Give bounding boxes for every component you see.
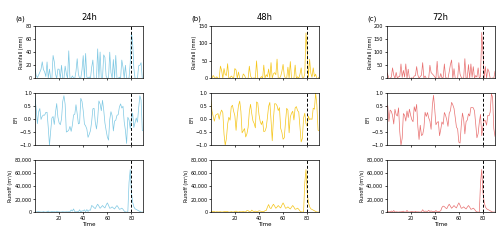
- X-axis label: Time: Time: [258, 222, 272, 227]
- X-axis label: Time: Time: [82, 222, 96, 227]
- X-axis label: Time: Time: [434, 222, 448, 227]
- Text: 48h: 48h: [257, 13, 273, 22]
- Y-axis label: EFI: EFI: [14, 115, 18, 123]
- Y-axis label: Runoff (m³/s): Runoff (m³/s): [8, 170, 14, 202]
- Y-axis label: Rainfall (mm): Rainfall (mm): [192, 36, 197, 69]
- Y-axis label: Runoff (m³/s): Runoff (m³/s): [184, 170, 189, 202]
- Y-axis label: Rainfall (mm): Rainfall (mm): [19, 36, 24, 69]
- Y-axis label: Rainfall (mm): Rainfall (mm): [368, 36, 372, 69]
- Text: (c): (c): [367, 15, 376, 22]
- Y-axis label: Runoff (m³/s): Runoff (m³/s): [360, 170, 365, 202]
- Text: (b): (b): [191, 15, 201, 22]
- Text: 24h: 24h: [82, 13, 97, 22]
- Text: 72h: 72h: [433, 13, 449, 22]
- Y-axis label: EFI: EFI: [190, 115, 194, 123]
- Text: (a): (a): [16, 15, 25, 22]
- Y-axis label: EFI: EFI: [365, 115, 370, 123]
